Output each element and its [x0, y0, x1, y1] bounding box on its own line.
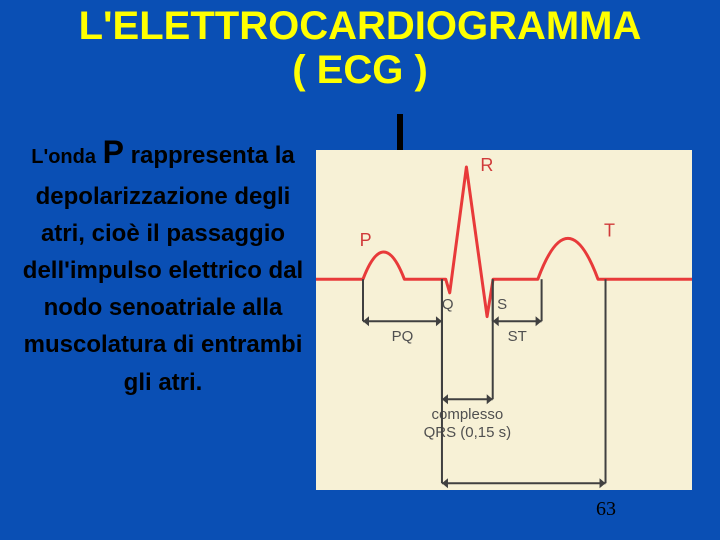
title-area: L'ELETTROCARDIOGRAMMA ( ECG ) — [0, 0, 720, 92]
svg-text:ST: ST — [508, 328, 527, 345]
slide: L'ELETTROCARDIOGRAMMA ( ECG ) L'onda P r… — [0, 0, 720, 540]
body-rest: rappresenta la depolarizzazione degli at… — [23, 142, 303, 396]
svg-text:PQ: PQ — [392, 328, 414, 345]
body-text: L'onda P rappresenta la depolarizzazione… — [18, 128, 308, 401]
svg-text:QRS (0,15 s): QRS (0,15 s) — [424, 424, 512, 441]
title-line-2: ( ECG ) — [0, 48, 720, 92]
body-prefix: L'onda — [31, 146, 96, 168]
svg-text:R: R — [480, 155, 493, 175]
svg-text:Q: Q — [442, 296, 454, 313]
svg-text:P: P — [360, 230, 372, 250]
ecg-figure: PRTQSPQSTcomplessoQRS (0,15 s)intervallo… — [316, 150, 692, 490]
svg-text:S: S — [497, 296, 507, 313]
body-big-letter: P — [103, 134, 124, 170]
page-number: 63 — [596, 498, 616, 521]
title-line-1: L'ELETTROCARDIOGRAMMA — [0, 4, 720, 48]
svg-text:T: T — [604, 220, 615, 240]
